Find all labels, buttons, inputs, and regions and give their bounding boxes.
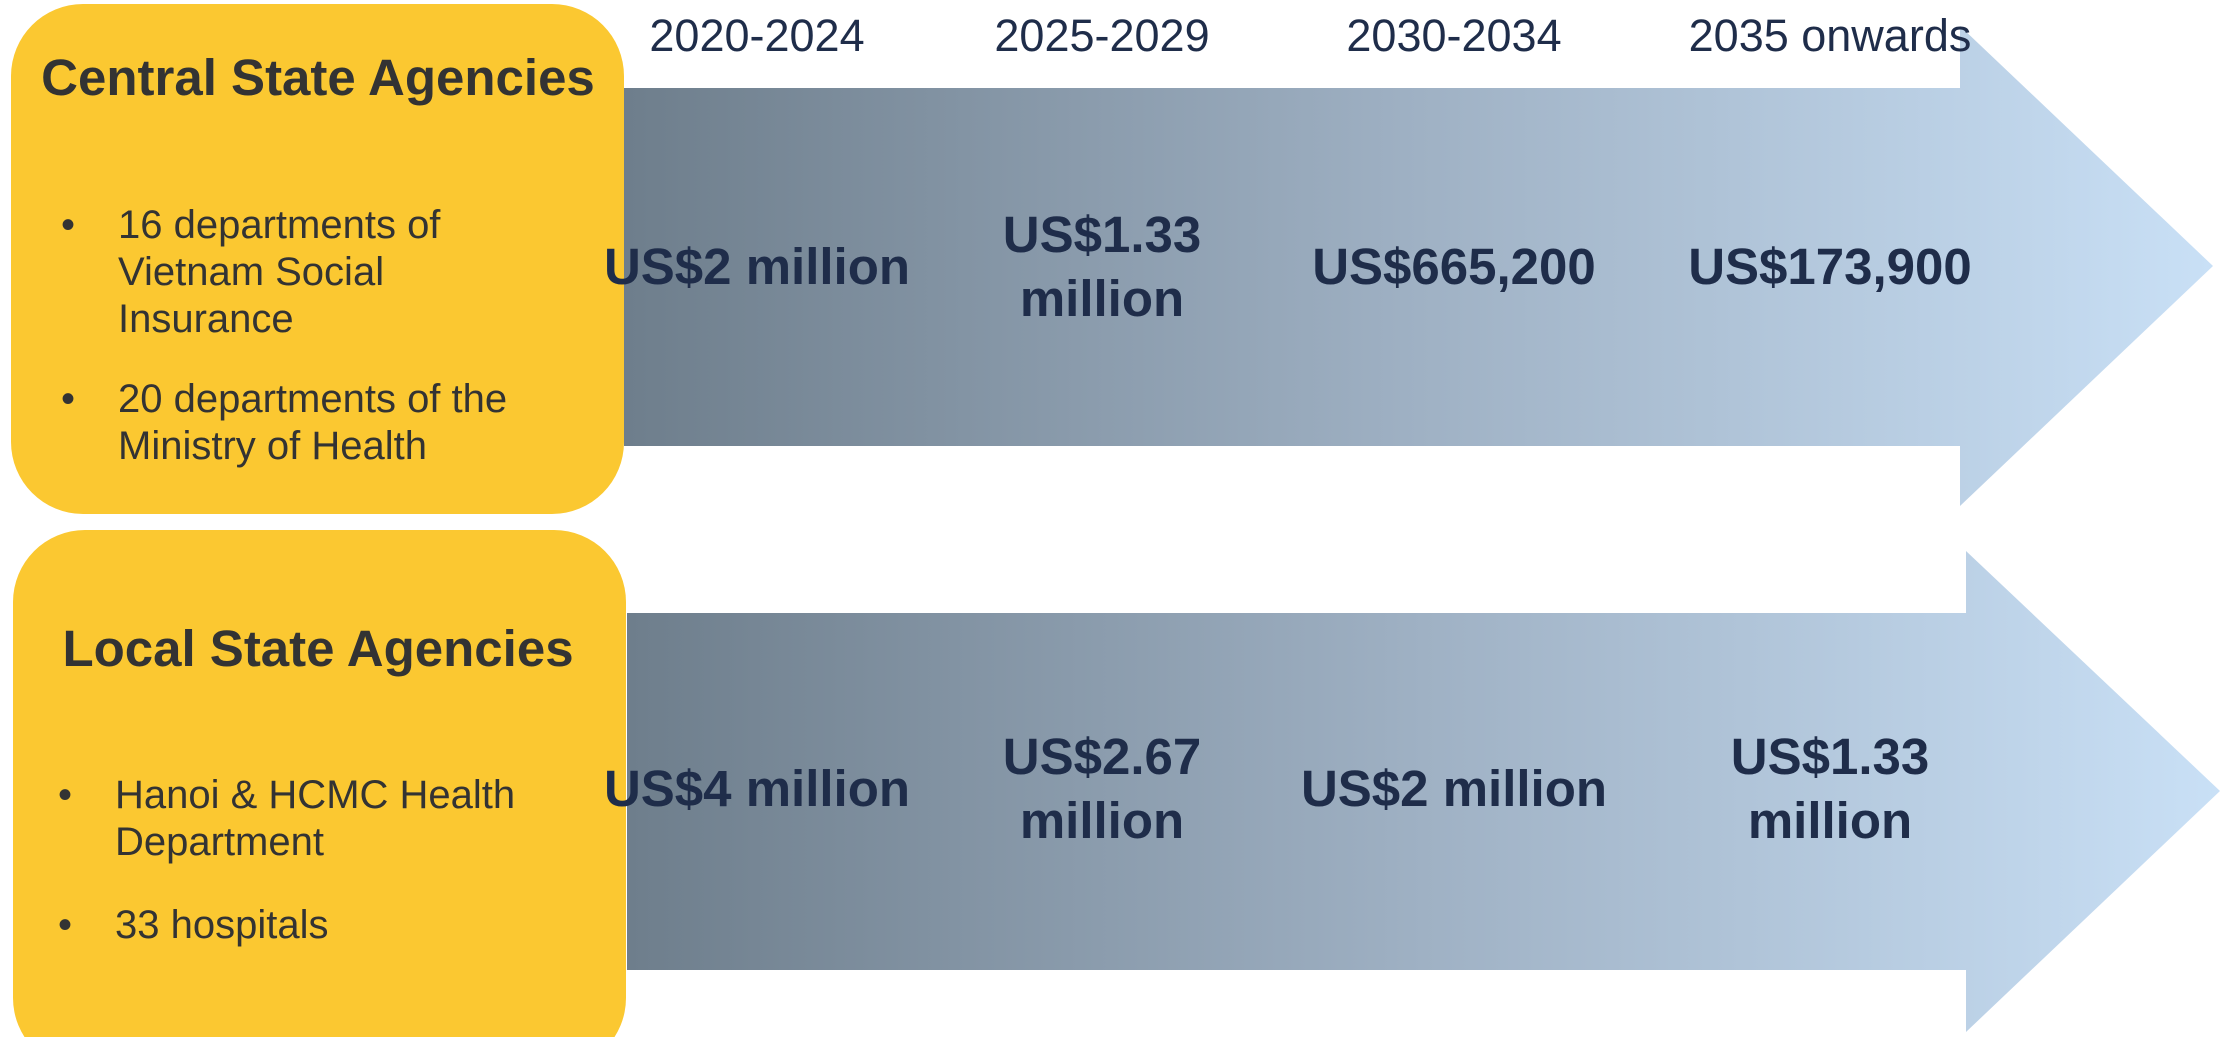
category-title: Local State Agencies — [62, 620, 574, 677]
period-label: 2030-2034 — [1346, 10, 1562, 61]
bullet-item: Hanoi & HCMC Health Department — [58, 772, 555, 866]
amount: US$2.67 million — [1002, 728, 1202, 849]
category-title: Central State Agencies — [41, 49, 595, 106]
bullet-list: 16 departments of Vietnam Social Insuran… — [61, 202, 558, 470]
bullet-item: 16 departments of Vietnam Social Insuran… — [61, 202, 558, 343]
period-label: 2035 onwards — [1688, 10, 1972, 61]
arrow — [624, 26, 2213, 506]
amount: US$1.33 million — [1730, 728, 1930, 849]
period-label: 2025-2029 — [994, 10, 1210, 61]
amount: US$2 million — [603, 238, 911, 295]
amount: US$1.33 million — [1002, 206, 1202, 327]
amount: US$173,900 — [1688, 238, 1972, 295]
amount: US$4 million — [603, 760, 911, 817]
bullet-list: Hanoi & HCMC Health Department 33 hospita… — [58, 772, 555, 949]
bullet-item: 33 hospitals — [58, 902, 555, 949]
period-label: 2020-2024 — [649, 10, 865, 61]
bullet-item: 20 departments of the Ministry of Health — [61, 376, 558, 470]
amount: US$665,200 — [1312, 238, 1596, 295]
arrow — [627, 551, 2220, 1032]
amount: US$2 million — [1300, 760, 1608, 817]
